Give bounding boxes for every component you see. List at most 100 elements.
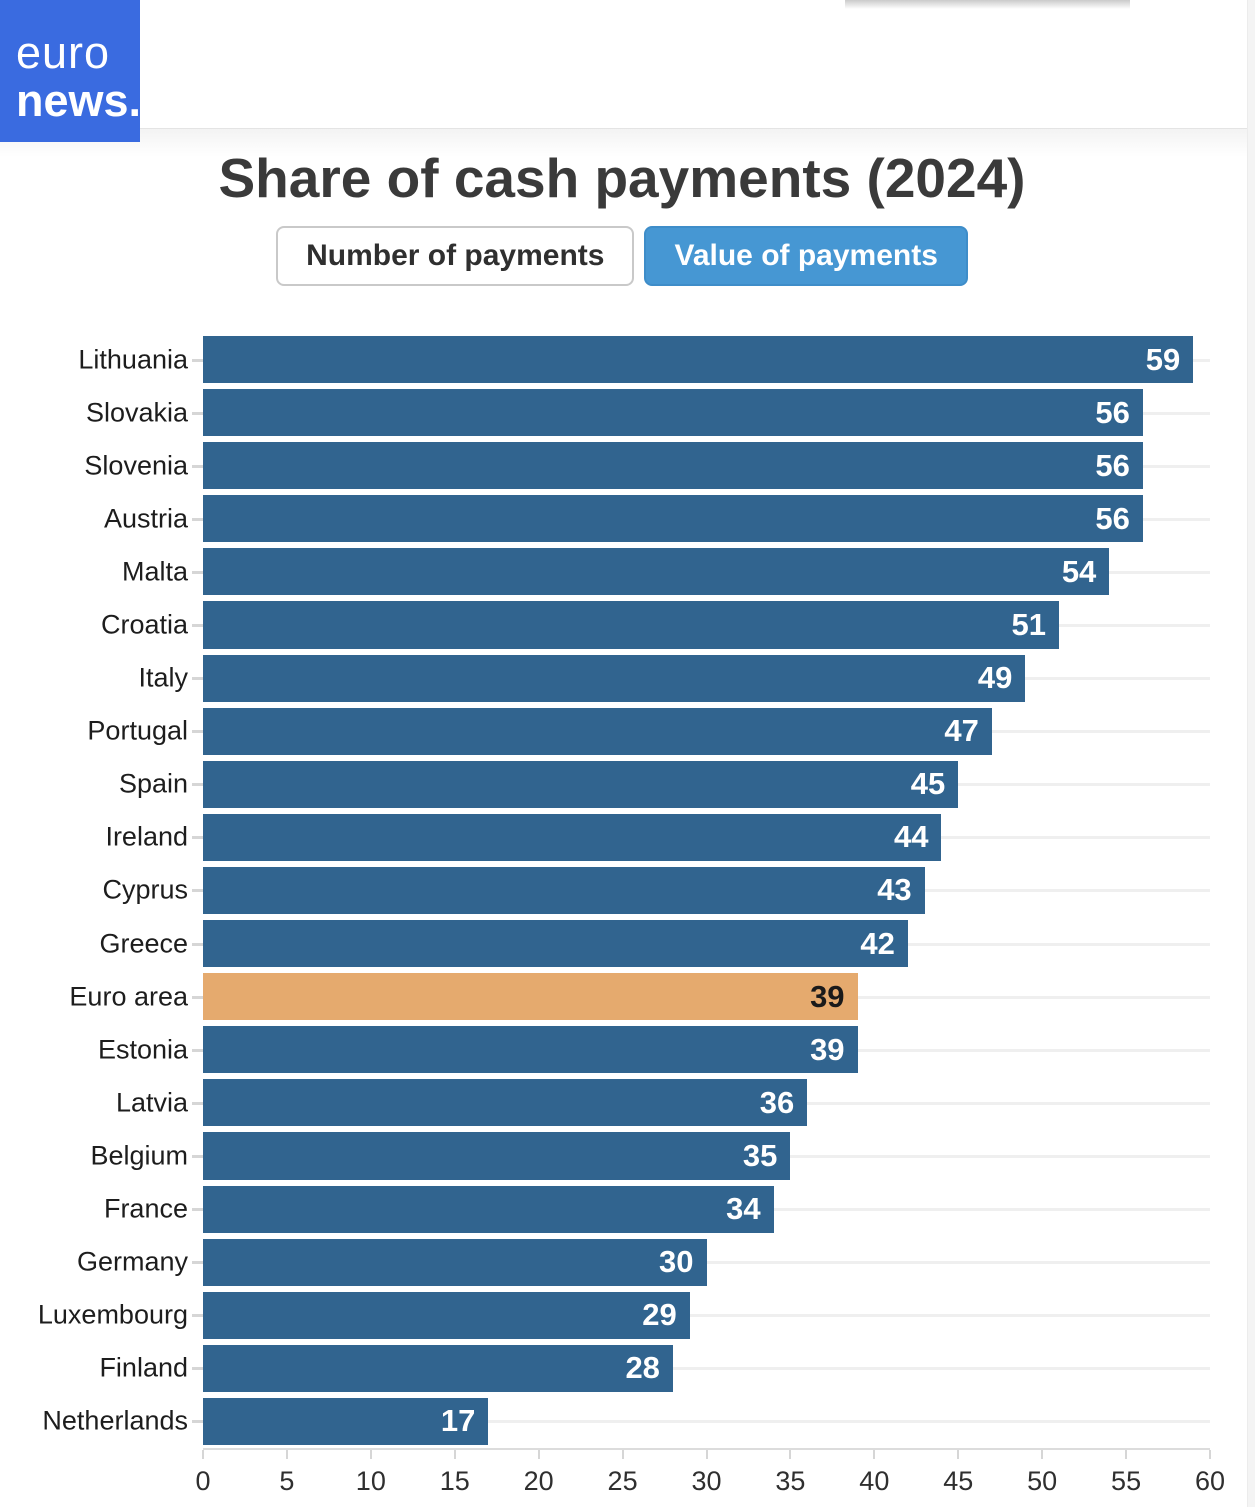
chart-row: Lithuania 59 [0, 333, 1255, 386]
x-axis: 0 5 10 15 20 25 30 35 40 45 50 55 60 [195, 1448, 1225, 1508]
scrollbar-track[interactable] [1247, 0, 1255, 1507]
gridline [203, 1420, 1210, 1424]
row-track: 47 [192, 705, 1210, 758]
x-axis-tick [705, 1450, 708, 1459]
bar-highlight[interactable]: 39 [203, 973, 858, 1021]
chart-row: Belgium 35 [0, 1129, 1255, 1182]
x-axis-label: 50 [1027, 1466, 1058, 1496]
chart-row: Finland 28 [0, 1342, 1255, 1395]
category-tick [192, 1101, 203, 1105]
x-axis-label: 0 [195, 1466, 211, 1496]
x-axis-label: 35 [775, 1466, 806, 1496]
chart-row: Estonia 39 [0, 1023, 1255, 1076]
bar[interactable]: 34 [203, 1185, 774, 1233]
bar-value-label: 30 [659, 1244, 694, 1280]
row-track: 56 [192, 492, 1210, 545]
x-axis-tick [789, 1450, 792, 1459]
x-axis-label: 15 [439, 1466, 470, 1496]
x-axis-tick [369, 1450, 372, 1459]
chart-row: Spain 45 [0, 758, 1255, 811]
x-axis-label: 25 [607, 1466, 638, 1496]
chart-row: Netherlands 17 [0, 1395, 1255, 1448]
x-axis-tick [1209, 1450, 1211, 1459]
x-axis-label: 60 [1194, 1466, 1226, 1496]
x-axis-tick [453, 1450, 456, 1459]
bar-value-label: 56 [1095, 394, 1130, 430]
bar[interactable]: 30 [203, 1238, 707, 1286]
row-track: 17 [192, 1395, 1210, 1448]
bar-value-label: 43 [877, 872, 912, 908]
gridline [203, 1261, 1210, 1265]
x-axis-label: 10 [355, 1466, 386, 1496]
x-axis-tick [621, 1450, 624, 1459]
chart-row: France 34 [0, 1183, 1255, 1236]
bar[interactable]: 47 [203, 707, 992, 755]
bar-value-label: 34 [726, 1191, 761, 1227]
category-tick [192, 942, 203, 946]
gridline [203, 1314, 1210, 1318]
category-tick [192, 1208, 203, 1212]
bar[interactable]: 29 [203, 1291, 690, 1339]
bar-value-label: 17 [440, 1403, 476, 1439]
bar[interactable]: 42 [203, 920, 908, 968]
bar[interactable]: 56 [203, 389, 1143, 437]
bar-value-label: 42 [860, 925, 895, 961]
category-tick [192, 677, 203, 681]
category-label: Slovenia [84, 450, 188, 481]
bar-value-label: 49 [977, 660, 1013, 696]
euronews-logo[interactable]: euro news. [0, 0, 141, 142]
tab-value-of-payments[interactable]: Value of payments [644, 226, 968, 286]
category-tick [192, 570, 203, 574]
category-label: Belgium [90, 1140, 188, 1171]
row-track: 35 [192, 1129, 1210, 1182]
category-tick [192, 358, 203, 362]
row-track: 51 [192, 598, 1210, 651]
bar[interactable]: 36 [203, 1079, 808, 1127]
category-label: Spain [118, 768, 188, 799]
category-label: Slovakia [85, 397, 188, 428]
chart-row: Italy 49 [0, 652, 1255, 705]
bar[interactable]: 59 [203, 336, 1194, 384]
row-track: 42 [192, 917, 1210, 970]
bar[interactable]: 51 [203, 601, 1059, 649]
category-tick [192, 464, 203, 468]
row-track: 39 [192, 970, 1210, 1023]
x-axis-label: 20 [523, 1466, 554, 1496]
x-axis-label: 30 [691, 1466, 722, 1496]
row-track: 39 [192, 1023, 1210, 1076]
bar[interactable]: 39 [203, 1026, 858, 1074]
tab-number-of-payments[interactable]: Number of payments [276, 226, 635, 286]
category-label: Latvia [115, 1087, 188, 1118]
category-label: Euro area [69, 981, 188, 1012]
x-axis-tick [1041, 1450, 1044, 1459]
category-tick [192, 783, 203, 787]
bar[interactable]: 54 [203, 548, 1110, 596]
category-label: Portugal [87, 715, 188, 746]
bar-value-label: 39 [810, 1031, 845, 1067]
row-track: 44 [192, 811, 1210, 864]
chart-row: Slovenia 56 [0, 439, 1255, 492]
row-track: 29 [192, 1289, 1210, 1342]
category-tick [192, 836, 203, 840]
chart-row: Malta 54 [0, 545, 1255, 598]
bar-value-label: 35 [742, 1137, 778, 1173]
category-label: Italy [138, 662, 188, 693]
x-axis-tick [537, 1450, 540, 1459]
x-axis-tick [202, 1450, 204, 1459]
bar[interactable]: 44 [203, 813, 942, 861]
bar[interactable]: 17 [203, 1397, 489, 1445]
bar[interactable]: 28 [203, 1344, 673, 1392]
chart-row: Portugal 47 [0, 705, 1255, 758]
x-axis-tick [1125, 1450, 1128, 1459]
bar[interactable]: 35 [203, 1132, 791, 1180]
category-tick [192, 517, 203, 521]
chart-row: Luxembourg 29 [0, 1289, 1255, 1342]
category-label: Luxembourg [37, 1299, 188, 1330]
bar[interactable]: 49 [203, 654, 1026, 702]
bar[interactable]: 56 [203, 442, 1143, 490]
bar[interactable]: 56 [203, 495, 1143, 543]
bar[interactable]: 45 [203, 760, 959, 808]
x-axis-label: 55 [1111, 1466, 1142, 1496]
bar[interactable]: 43 [203, 866, 925, 915]
bar-value-label: 44 [893, 819, 929, 855]
